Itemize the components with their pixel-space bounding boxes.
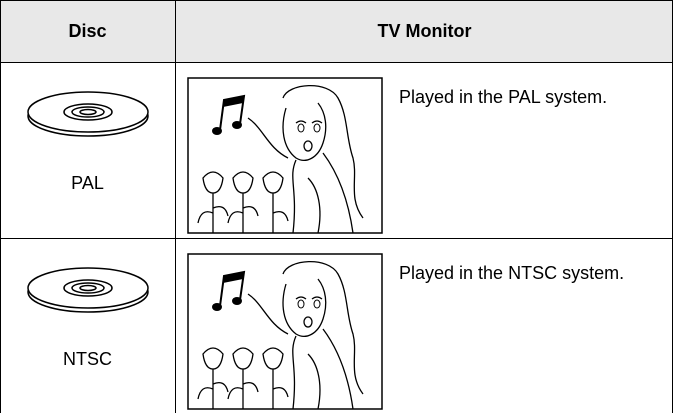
description: Played in the PAL system. — [399, 87, 608, 107]
tv-illustration — [187, 77, 383, 234]
description: Played in the NTSC system. — [399, 263, 625, 283]
header-cell: Disc — [68, 21, 107, 41]
disc-icon — [27, 267, 149, 313]
disc-icon — [27, 91, 149, 137]
disc-label: PAL — [71, 173, 104, 193]
tv-illustration — [187, 253, 383, 410]
header-background — [0, 0, 673, 62]
header-cell: TV Monitor — [377, 21, 472, 41]
disc-label: NTSC — [63, 349, 112, 369]
